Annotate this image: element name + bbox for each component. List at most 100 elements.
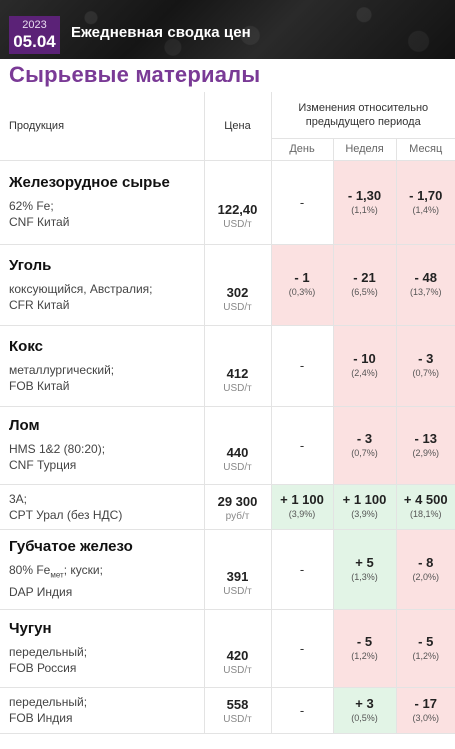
change-month: - 5 (1,2%) [396, 609, 455, 688]
price-cell: 391 USD/т [204, 529, 272, 610]
change-month-value: - 48 [414, 270, 437, 285]
product-basis: CNF Китай [9, 215, 70, 229]
change-week-percent: (1,2%) [351, 650, 378, 661]
price-unit: USD/т [223, 462, 252, 473]
product-group-name: Уголь [9, 256, 52, 274]
change-month-percent: (2,0%) [412, 571, 439, 582]
product-spec: металлургический; [9, 362, 115, 377]
product-spec-main: 80% Fe [9, 563, 51, 578]
change-week-value: - 3 [356, 430, 373, 446]
change-month-percent: (2,9%) [412, 447, 439, 458]
header-banner: 2023 05.04 Ежедневная сводка цен [0, 0, 455, 59]
change-month: - 1,70 (1,4%) [396, 160, 455, 245]
product-spec: HMS 1&2 (80:20); [9, 442, 106, 456]
column-header-week: Неделя [333, 138, 397, 161]
change-day: - [271, 406, 334, 485]
column-header-changes: Изменения относительно предыдущего перио… [271, 92, 455, 139]
price-unit: USD/т [223, 665, 252, 676]
price-value: 122,40 [217, 202, 258, 217]
product-cell: Кокс металлургический; FOB Китай [0, 325, 205, 407]
product-cell: 3А; CPT Урал (без НДС) [0, 484, 205, 530]
price-unit: USD/т [223, 586, 252, 597]
product-basis: CNF Турция [9, 458, 77, 472]
product-spec: передельный; [9, 645, 88, 659]
date-year: 2023 [22, 19, 47, 31]
change-day: - [271, 687, 334, 734]
banner-title: Ежедневная сводка цен [71, 24, 251, 41]
price-unit: USD/т [223, 301, 252, 313]
change-week: - 1,30 (1,1%) [333, 160, 397, 245]
change-day: - [271, 325, 334, 407]
product-spec: 80% Feмет; куски; [9, 562, 198, 583]
change-day-value: + 1 100 [280, 492, 324, 507]
column-header-product: Продукция [0, 92, 205, 161]
table-row: Губчатое железо 80% Feмет; куски; DAP Ин… [0, 529, 455, 610]
change-month-value: - 17 [414, 695, 437, 711]
page-title: Сырьевые материалы [9, 62, 261, 87]
price-unit: USD/т [223, 714, 252, 725]
change-week-percent: (3,9%) [351, 509, 378, 519]
change-week-percent: (1,1%) [351, 204, 378, 215]
change-week-percent: (0,7%) [351, 447, 378, 458]
date-day: 05.04 [13, 32, 56, 51]
product-spec: передельный; [9, 695, 88, 709]
change-week-value: + 5 [355, 554, 374, 570]
change-month: - 8 (2,0%) [396, 529, 455, 610]
change-day-value: - [299, 561, 305, 577]
change-month-percent: (18,1%) [409, 509, 442, 519]
change-week-value: - 21 [353, 270, 376, 285]
change-week: - 3 (0,7%) [333, 406, 397, 485]
change-day-value: - [299, 702, 305, 718]
change-day: - [271, 609, 334, 688]
change-day: + 1 100 (3,9%) [271, 484, 334, 530]
table-row: 3А; CPT Урал (без НДС) 29 300 руб/т + 1 … [0, 484, 455, 530]
change-month: + 4 500 (18,1%) [396, 484, 455, 530]
change-week: - 5 (1,2%) [333, 609, 397, 688]
change-week: - 10 (2,4%) [333, 325, 397, 407]
price-value: 302 [226, 284, 249, 300]
change-month-value: - 3 [418, 351, 434, 366]
table-row: Железорудное сырье 62% Fe; CNF Китай 122… [0, 160, 455, 245]
product-basis: CFR Китай [9, 297, 70, 312]
change-week-value: - 5 [356, 633, 373, 649]
column-header-day: День [271, 138, 334, 161]
price-cell: 412 USD/т [204, 325, 272, 407]
price-unit: руб/т [225, 510, 250, 522]
price-value: 420 [226, 648, 249, 663]
change-week-percent: (0,5%) [351, 712, 378, 723]
table-row: Уголь коксующийся, Австралия; CFR Китай … [0, 244, 455, 326]
product-basis: FOB Китай [9, 378, 70, 393]
product-cell: передельный; FOB Индия [0, 687, 205, 734]
product-cell: Железорудное сырье 62% Fe; CNF Китай [0, 160, 205, 245]
change-day-percent: (0,3%) [288, 287, 316, 297]
change-month: - 3 (0,7%) [396, 325, 455, 407]
table-row: Чугун передельный; FOB Россия 420 USD/т … [0, 609, 455, 688]
change-day-percent: (3,9%) [288, 509, 316, 519]
product-spec: 3А; [9, 491, 28, 506]
price-cell: 558 USD/т [204, 687, 272, 734]
change-week: + 3 (0,5%) [333, 687, 397, 734]
table-row: передельный; FOB Индия 558 USD/т - + 3 (… [0, 687, 455, 734]
change-day: - [271, 160, 334, 245]
price-table: Продукция Цена Изменения относительно пр… [0, 92, 455, 734]
product-group-name: Чугун [9, 620, 52, 637]
product-group-name: Губчатое железо [9, 538, 133, 556]
change-month-percent: (13,7%) [409, 287, 442, 297]
change-day-value: - [299, 640, 305, 656]
change-day-value: - 1 [294, 270, 310, 285]
price-value: 558 [226, 697, 249, 712]
product-basis: FOB Россия [9, 661, 77, 675]
change-month: - 48 (13,7%) [396, 244, 455, 326]
product-group-name: Железорудное сырье [9, 174, 170, 191]
change-month-percent: (0,7%) [412, 368, 439, 378]
column-header-price: Цена [204, 92, 272, 161]
product-group-name: Кокс [9, 337, 43, 355]
product-spec-rest: ; куски; [63, 563, 103, 578]
price-cell: 302 USD/т [204, 244, 272, 326]
product-spec: коксующийся, Австралия; [9, 281, 153, 296]
change-day: - 1 (0,3%) [271, 244, 334, 326]
change-week-percent: (1,3%) [351, 571, 378, 582]
product-spec: 62% Fe; [9, 199, 54, 213]
change-month-percent: (1,4%) [412, 204, 439, 215]
product-cell: Лом HMS 1&2 (80:20); CNF Турция [0, 406, 205, 485]
